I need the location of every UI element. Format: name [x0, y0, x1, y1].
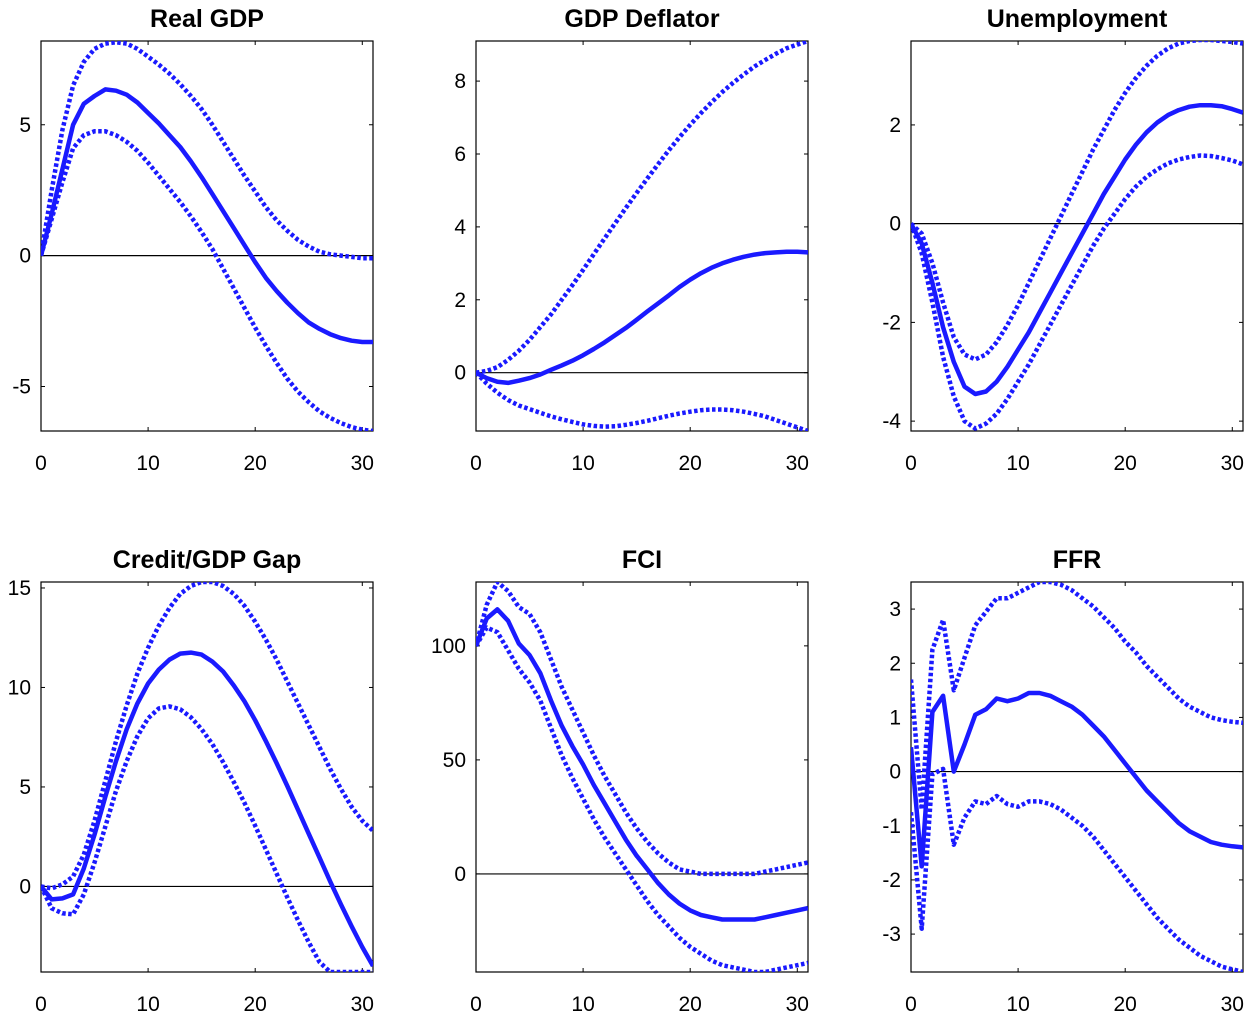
- x-tick-label: 30: [351, 452, 374, 475]
- panel-title-credit-gdp-gap: Credit/GDP Gap: [113, 546, 301, 574]
- x-tick-label: 20: [1114, 993, 1137, 1016]
- band-line-gdp-deflator-2: [476, 371, 808, 431]
- x-tick-label: 20: [679, 993, 702, 1016]
- series-line-credit-gdp-gap-0: [41, 650, 373, 968]
- panel-title-unemployment: Unemployment: [987, 5, 1168, 33]
- panel-unemployment: Unemployment 0 10 20 30 -4 -2 0 2: [882, 5, 1244, 475]
- x-tick-label: 10: [136, 452, 159, 475]
- y-tick-label: 4: [454, 216, 466, 239]
- y-tick-label: 2: [454, 289, 466, 312]
- x-tick-label: 10: [571, 993, 594, 1016]
- y-tick-label: -3: [882, 923, 901, 946]
- y-tick-label: -2: [882, 869, 901, 892]
- band-line-real-gdp-1: [41, 41, 373, 261]
- panel-title-fci: FCI: [622, 546, 662, 574]
- y-tick-label: 10: [8, 676, 31, 699]
- y-tick-label: -1: [882, 815, 901, 838]
- x-tick-label: 20: [1114, 452, 1137, 475]
- series-line-real-gdp-0: [41, 87, 373, 345]
- x-tick-label: 0: [35, 452, 47, 475]
- y-tick-label: 50: [443, 749, 466, 772]
- x-tick-label: 10: [571, 452, 594, 475]
- y-tick-label: 8: [454, 70, 466, 93]
- x-tick-label: 0: [470, 993, 482, 1016]
- band-line-unemployment-2: [911, 153, 1243, 431]
- y-tick-label: 0: [889, 213, 901, 236]
- band-line-ffr-1: [911, 582, 1243, 812]
- panel-real-gdp: Real GDP 0 10 20 30 -5 0 5: [12, 5, 374, 475]
- y-tick-label: 15: [8, 577, 31, 600]
- y-tick-label: 0: [19, 875, 31, 898]
- band-line-credit-gdp-gap-2: [41, 704, 373, 972]
- axes-box-credit-gdp-gap: [40, 581, 374, 973]
- y-tick-label: 5: [19, 776, 31, 799]
- band-line-unemployment-1: [911, 41, 1243, 362]
- axes-box-real-gdp: [40, 40, 374, 432]
- panel-title-ffr: FFR: [1053, 546, 1102, 574]
- y-tick-label: 1: [889, 706, 901, 729]
- x-tick-label: 10: [136, 993, 159, 1016]
- series-line-ffr-0: [911, 690, 1243, 869]
- x-tick-label: 10: [1006, 452, 1029, 475]
- y-tick-label: 0: [454, 863, 466, 886]
- axes-box-ffr: [910, 581, 1244, 973]
- band-line-fci-1: [476, 582, 808, 877]
- band-line-gdp-deflator-1: [476, 41, 808, 375]
- y-tick-label: 100: [431, 635, 466, 658]
- x-tick-label: 30: [1221, 452, 1244, 475]
- x-tick-label: 30: [1221, 993, 1244, 1016]
- y-tick-label: 5: [19, 114, 31, 137]
- band-line-real-gdp-2: [41, 129, 373, 431]
- x-tick-label: 10: [1006, 993, 1029, 1016]
- y-tick-label: 0: [889, 761, 901, 784]
- y-tick-label: 2: [889, 652, 901, 675]
- x-tick-label: 30: [786, 452, 809, 475]
- panel-gdp-deflator: GDP Deflator 0 10 20 30 0 2 4 6 8: [454, 5, 809, 475]
- y-tick-label: -5: [12, 376, 31, 399]
- band-line-ffr-2: [911, 766, 1243, 972]
- y-tick-label: 0: [19, 245, 31, 268]
- series-line-gdp-deflator-0: [476, 249, 808, 386]
- axes-box-gdp-deflator: [475, 40, 809, 432]
- series-line-fci-0: [476, 607, 808, 922]
- y-tick-label: -4: [882, 410, 901, 433]
- band-line-fci-2: [476, 625, 808, 972]
- y-tick-label: 3: [889, 598, 901, 621]
- y-tick-label: 6: [454, 143, 466, 166]
- x-tick-label: 20: [679, 452, 702, 475]
- x-tick-label: 30: [786, 993, 809, 1016]
- x-tick-label: 0: [905, 993, 917, 1016]
- x-tick-label: 20: [244, 993, 267, 1016]
- y-tick-label: -2: [882, 311, 901, 334]
- x-tick-label: 0: [35, 993, 47, 1016]
- series-line-unemployment-0: [911, 102, 1243, 397]
- panel-ffr: FFR 0 10 20 30 -3 -2 -1 0 1 2 3: [882, 546, 1244, 1016]
- panel-title-gdp-deflator: GDP Deflator: [564, 5, 719, 33]
- x-tick-label: 20: [244, 452, 267, 475]
- x-tick-label: 30: [351, 993, 374, 1016]
- panel-title-real-gdp: Real GDP: [150, 5, 264, 33]
- x-tick-label: 0: [905, 452, 917, 475]
- x-tick-label: 0: [470, 452, 482, 475]
- band-line-credit-gdp-gap-1: [41, 582, 373, 891]
- y-tick-label: 0: [454, 362, 466, 385]
- panel-fci: FCI 0 10 20 30 0 50 100: [431, 546, 809, 1016]
- axes-box-fci: [475, 581, 809, 973]
- y-tick-label: 2: [889, 114, 901, 137]
- panel-credit-gdp-gap: Credit/GDP Gap 0 10 20 30 0 5 10 15: [8, 546, 374, 1016]
